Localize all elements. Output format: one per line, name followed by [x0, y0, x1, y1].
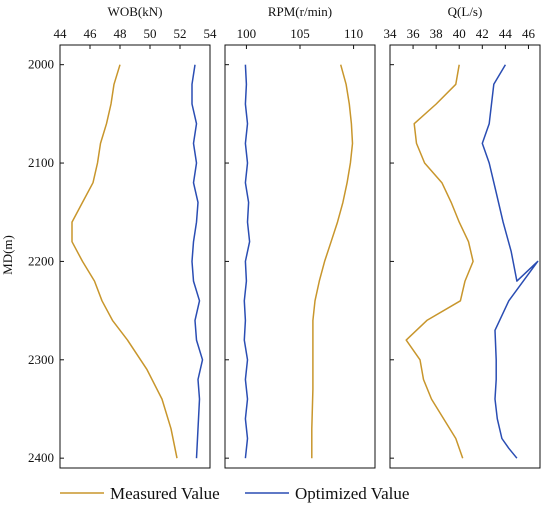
panel-frame-2: [389, 44, 541, 469]
series-line-1-measured: [311, 64, 354, 459]
y-tick-label-0: 2000: [28, 57, 54, 72]
panel-title-1: RPM(r/min): [268, 4, 332, 19]
legend-label-optimized: Optimized Value: [295, 484, 409, 503]
x-tick-label-2-5: 44: [499, 26, 513, 41]
x-tick-label-2-6: 46: [522, 26, 536, 41]
panel-title-0: WOB(kN): [108, 4, 163, 19]
x-tick-label-0-5: 54: [204, 26, 218, 41]
x-tick-label-2-4: 42: [476, 26, 489, 41]
y-tick-label-3: 2300: [28, 352, 54, 367]
x-tick-label-0-0: 44: [54, 26, 68, 41]
x-tick-label-1-2: 110: [344, 26, 363, 41]
x-tick-label-2-2: 38: [430, 26, 443, 41]
legend: Measured Value Optimized Value: [60, 484, 409, 503]
x-tick-label-1-0: 100: [237, 26, 257, 41]
series-line-0-measured: [71, 64, 178, 459]
y-axis-label: MD(m): [0, 235, 15, 275]
x-tick-label-0-3: 50: [144, 26, 157, 41]
y-tick-label-1: 2100: [28, 155, 54, 170]
y-tick-label-2: 2200: [28, 253, 54, 268]
panel-frame-0: [59, 44, 211, 469]
x-tick-label-1-1: 105: [290, 26, 310, 41]
legend-label-measured: Measured Value: [110, 484, 220, 503]
x-tick-label-2-3: 40: [453, 26, 466, 41]
series-line-1-optimized: [243, 64, 251, 459]
x-tick-label-0-4: 52: [174, 26, 187, 41]
series-line-2-measured: [405, 64, 474, 459]
x-tick-label-2-1: 36: [407, 26, 421, 41]
chart-body: WOB(kN) 44 46 48 50 52 54 2000 2100 2200 2300 2400 R…: [28, 4, 541, 469]
series-line-0-optimized: [191, 64, 204, 459]
panel-title-2: Q(L/s): [448, 4, 483, 19]
x-tick-label-2-0: 34: [384, 26, 398, 41]
x-tick-label-0-1: 46: [84, 26, 98, 41]
series-line-2-optimized: [481, 64, 539, 459]
x-tick-label-0-2: 48: [114, 26, 127, 41]
y-tick-label-4: 2400: [28, 450, 54, 465]
